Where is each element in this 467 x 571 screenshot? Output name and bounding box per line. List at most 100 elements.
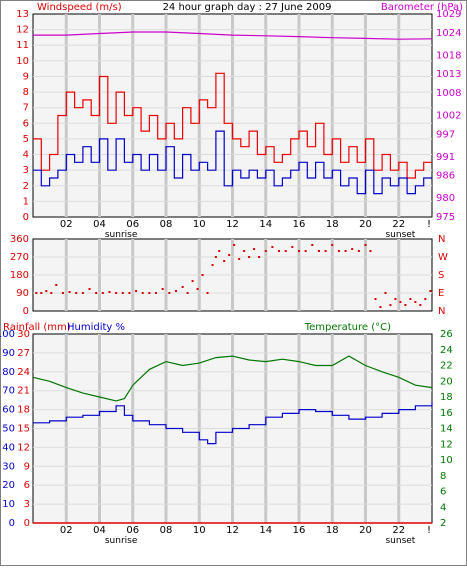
temperature-y-tick-label: 18	[440, 392, 453, 403]
direction-point	[324, 250, 327, 252]
wind-y-tick-label: 5	[23, 134, 29, 145]
wind-x-tick-label: 06	[126, 219, 139, 230]
climate-x-tick-label: 18	[326, 525, 339, 536]
direction-point	[141, 292, 144, 294]
direction-point	[81, 292, 84, 294]
temperature-axis-label: Temperature (°C)	[304, 322, 391, 333]
wind-y-tick-label: 4	[23, 150, 29, 161]
direction-point	[45, 290, 48, 292]
direction-point	[35, 292, 38, 294]
wind-y-tick-label: 10	[16, 56, 29, 67]
wind-y-tick-label: 6	[23, 118, 29, 129]
climate-x-tick-label: 04	[93, 525, 106, 536]
wind-sunset-label: sunset	[385, 230, 415, 240]
rainfall-y-tick-label: 0	[24, 518, 30, 529]
barometer-y-tick-label: 1024	[436, 28, 461, 39]
direction-point	[379, 306, 382, 308]
direction-point	[115, 292, 118, 294]
direction-point	[357, 250, 360, 252]
wind-y-tick-label: 1	[23, 196, 29, 207]
temperature-y-tick-label: 26	[440, 329, 453, 340]
humidity-y-tick-label: 40	[2, 442, 15, 453]
direction-point	[155, 292, 158, 294]
graph-title: 24 hour graph day : 27 June 2009	[163, 2, 332, 13]
climate-x-tick-label: 08	[160, 525, 173, 536]
wind-y-tick-label: 2	[23, 181, 29, 192]
rainfall-y-tick-label: 30	[17, 329, 30, 340]
barometer-y-tick-label: 1018	[436, 50, 461, 61]
direction-point	[298, 250, 300, 252]
rainfall-axis-label: Rainfall (mm)	[3, 322, 71, 333]
wind-y-tick-label: 7	[23, 103, 29, 114]
barometer-line	[33, 31, 433, 40]
direction-point	[186, 292, 189, 294]
direction-point	[168, 292, 171, 294]
direction-point	[364, 244, 367, 246]
direction-point	[238, 258, 241, 260]
direction-point	[201, 274, 204, 276]
wind-y-tick-label: 3	[23, 165, 29, 176]
wind-x-tick-label: 22	[392, 219, 405, 230]
direction-point	[317, 250, 320, 252]
direction-point	[161, 288, 164, 290]
direction-y-tick-label: 0	[23, 306, 29, 317]
climate-x-tick-label: 14	[259, 525, 272, 536]
wind-x-tick-label: 20	[359, 219, 372, 230]
wind-y-tick-label: 12	[16, 25, 29, 36]
temperature-y-tick-label: 20	[440, 376, 453, 387]
wind-y-tick-label: 8	[23, 87, 29, 98]
barometer-y-tick-label: 1029	[436, 9, 461, 20]
direction-point	[384, 292, 387, 294]
rainfall-y-tick-label: 6	[24, 480, 30, 491]
wind-y-tick-label: 11	[16, 40, 29, 51]
rainfall-y-tick-label: 3	[24, 499, 30, 510]
direction-point	[214, 256, 217, 258]
barometer-y-tick-label: 997	[436, 129, 455, 140]
direction-point	[61, 292, 64, 294]
direction-point	[181, 286, 184, 288]
climate-x-tick-label: 20	[359, 525, 372, 536]
rainfall-y-tick-label: 12	[17, 442, 30, 453]
wind-y-tick-label: 9	[23, 71, 29, 82]
direction-point	[108, 291, 111, 293]
wind-x-tick-label: 04	[93, 219, 106, 230]
compass-tick-label: E	[438, 288, 444, 299]
direction-y-tick-label: 270	[10, 252, 29, 263]
wind-x-tick-label: 02	[60, 219, 73, 230]
wind-sunrise-label: sunrise	[105, 230, 138, 240]
barometer-y-tick-label: 975	[436, 212, 455, 223]
direction-point	[344, 250, 347, 252]
wind-end-label: !	[427, 219, 431, 230]
direction-point	[414, 301, 417, 303]
barometer-y-tick-label: 991	[436, 152, 455, 163]
direction-point	[337, 250, 340, 252]
direction-point	[135, 290, 138, 292]
direction-point	[223, 260, 226, 262]
climate-x-tick-label: 22	[392, 525, 405, 536]
rainfall-y-tick-label: 27	[17, 348, 30, 359]
rainfall-y-tick-label: 9	[24, 461, 30, 472]
compass-tick-label: S	[438, 270, 444, 281]
compass-tick-label: N	[438, 234, 445, 245]
direction-point	[101, 292, 104, 294]
temperature-y-tick-label: 4	[440, 502, 446, 513]
humidity-y-tick-label: 0	[9, 518, 15, 529]
barometer-y-tick-label: 980	[436, 193, 455, 204]
direction-point	[311, 244, 314, 246]
direction-point	[218, 250, 221, 252]
direction-point	[424, 298, 427, 300]
humidity-y-tick-label: 50	[2, 424, 15, 435]
direction-point	[50, 292, 53, 294]
climate-sunset-label: sunset	[385, 536, 415, 546]
direction-point	[248, 256, 251, 258]
direction-point	[75, 292, 78, 294]
direction-point	[211, 264, 214, 266]
direction-point	[271, 246, 274, 248]
temperature-y-tick-label: 2	[440, 518, 446, 529]
climate-x-tick-label: 12	[226, 525, 239, 536]
temperature-y-tick-label: 16	[440, 408, 453, 419]
humidity-y-tick-label: 80	[2, 367, 15, 378]
climate-x-tick-label: 10	[193, 525, 206, 536]
wind-gust-line	[33, 72, 432, 179]
